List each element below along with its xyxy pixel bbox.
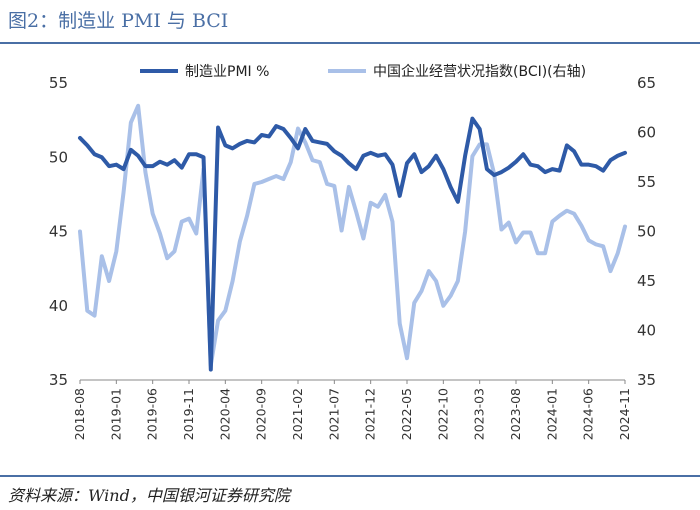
source-note: 资料来源：Wind，中国银河证券研究院 — [8, 486, 290, 505]
y-right-tick-label: 40 — [637, 322, 656, 340]
y-right-tick-label: 65 — [637, 74, 656, 92]
x-tick-label: 2022-10 — [435, 388, 450, 440]
chart-title: 图2：制造业 PMI 与 BCI — [8, 10, 229, 32]
series-line-bci — [78, 103, 627, 368]
title-underline — [0, 42, 700, 44]
axes: 35 40 45 50 55 35 40 45 50 55 60 65 2018-08 2019-01 20… — [49, 74, 656, 440]
x-tick-label: 2023-03 — [472, 388, 487, 440]
x-tick-label: 2018-08 — [72, 388, 87, 440]
x-tick-label: 2022-05 — [399, 388, 414, 440]
legend: 制造业PMI % 中国企业经营状况指数(BCI)(右轴) — [140, 63, 586, 80]
y-right-tick-label: 50 — [637, 223, 656, 241]
x-tick-label: 2021-12 — [363, 388, 378, 440]
y-left-tick-label: 55 — [49, 74, 68, 92]
legend-label-bci: 中国企业经营状况指数(BCI)(右轴) — [373, 63, 586, 80]
series-line-pmi — [78, 116, 627, 372]
series-layer — [78, 103, 627, 372]
y-left-tick-label: 45 — [49, 223, 68, 241]
y-left-tick-label: 35 — [49, 371, 68, 389]
x-tick-label: 2023-08 — [508, 388, 523, 440]
chart: 制造业PMI % 中国企业经营状况指数(BCI)(右轴) 35404550553… — [49, 63, 656, 440]
y-right-tick-label: 55 — [637, 173, 656, 191]
x-tick-label: 2020-09 — [254, 388, 269, 440]
x-tick-label: 2021-07 — [326, 388, 341, 440]
x-tick-label: 2019-11 — [181, 388, 196, 440]
y-right-tick-label: 45 — [637, 272, 656, 290]
x-tick-label: 2020-04 — [217, 388, 232, 440]
y-left-tick-label: 40 — [49, 297, 68, 315]
y-left-tick-label: 50 — [49, 148, 68, 166]
y-right-tick-label: 35 — [637, 371, 656, 389]
x-tick-label: 2021-02 — [290, 388, 305, 440]
x-tick-label: 2019-01 — [108, 388, 123, 440]
x-tick-label: 2024-06 — [581, 388, 596, 440]
x-tick-label: 2019-06 — [145, 388, 160, 440]
x-tick-label: 2024-01 — [544, 388, 559, 440]
legend-label-pmi: 制造业PMI % — [185, 64, 269, 80]
x-tick-label: 2024-11 — [617, 388, 632, 440]
footer-rule — [0, 475, 700, 477]
y-right-tick-label: 60 — [637, 124, 656, 142]
